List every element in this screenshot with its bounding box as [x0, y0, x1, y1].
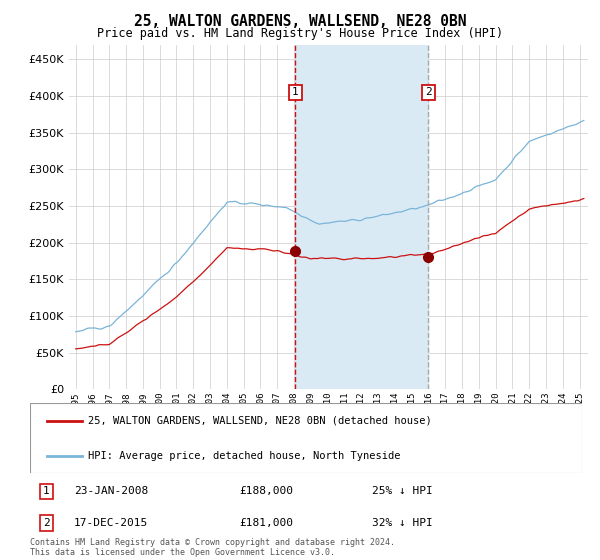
Bar [295, 45, 428, 389]
FancyBboxPatch shape [30, 403, 582, 473]
Text: 25% ↓ HPI: 25% ↓ HPI [372, 487, 433, 496]
Text: 23-JAN-2008: 23-JAN-2008 [74, 487, 148, 496]
Text: 32% ↓ HPI: 32% ↓ HPI [372, 518, 433, 528]
Text: £188,000: £188,000 [240, 487, 294, 496]
Text: HPI: Average price, detached house, North Tyneside: HPI: Average price, detached house, Nort… [88, 451, 400, 461]
Text: 1: 1 [292, 87, 299, 97]
Text: 25, WALTON GARDENS, WALLSEND, NE28 0BN (detached house): 25, WALTON GARDENS, WALLSEND, NE28 0BN (… [88, 416, 432, 426]
Text: Price paid vs. HM Land Registry's House Price Index (HPI): Price paid vs. HM Land Registry's House … [97, 27, 503, 40]
Text: 17-DEC-2015: 17-DEC-2015 [74, 518, 148, 528]
Text: £181,000: £181,000 [240, 518, 294, 528]
Text: 1: 1 [43, 487, 50, 496]
Text: 2: 2 [425, 87, 432, 97]
Text: 25, WALTON GARDENS, WALLSEND, NE28 0BN: 25, WALTON GARDENS, WALLSEND, NE28 0BN [134, 14, 466, 29]
Text: 2: 2 [43, 518, 50, 528]
Text: Contains HM Land Registry data © Crown copyright and database right 2024.
This d: Contains HM Land Registry data © Crown c… [30, 538, 395, 557]
